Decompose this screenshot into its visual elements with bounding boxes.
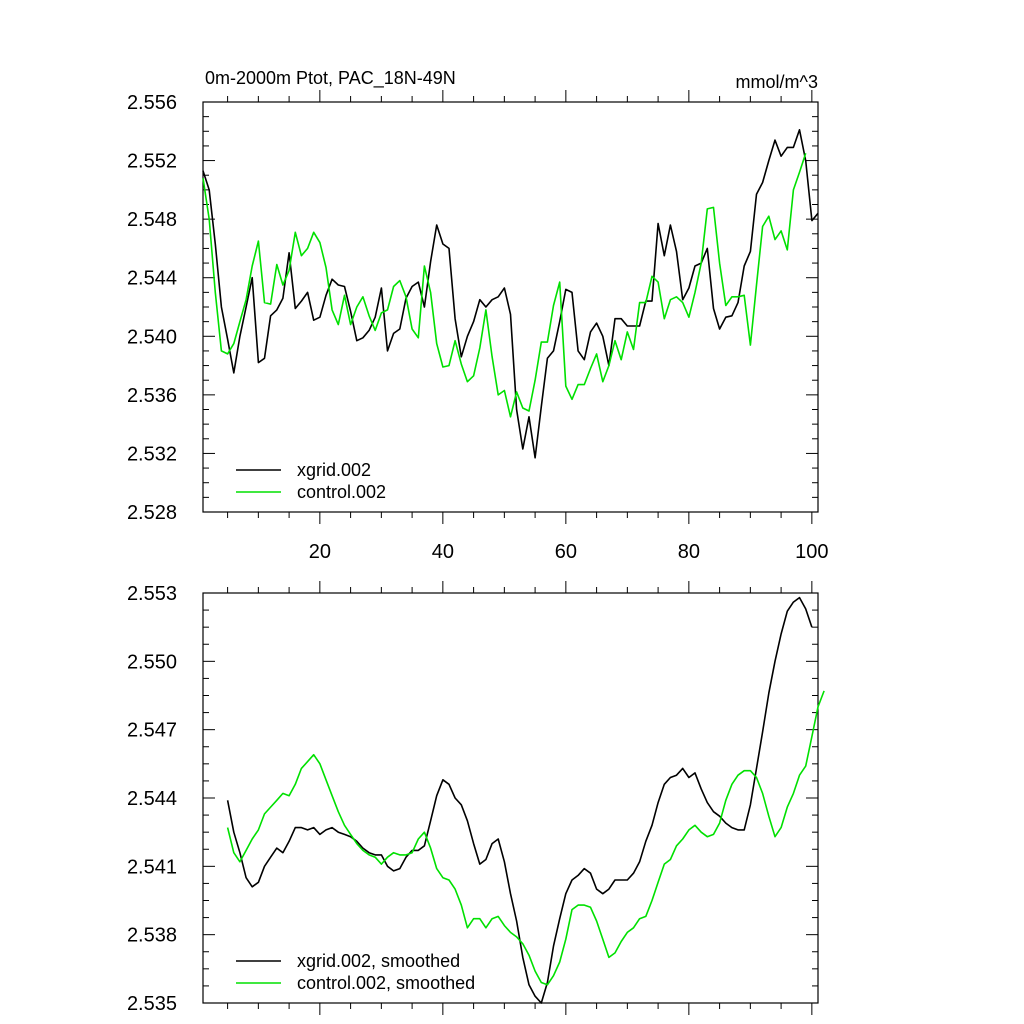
top-chart-units: mmol/m^3 [736,72,818,92]
top-series-line-xgrid [202,129,819,459]
top-y-tick-label: 2.552 [127,151,177,173]
top-x-tick-label: 40 [432,541,454,563]
top-y-tick-label: 2.556 [127,92,177,114]
bottom-y-tick-label: 2.538 [127,925,177,947]
top-x-tick-label: 60 [555,541,577,563]
bottom-legend-label-xgrid: xgrid.002, smoothed [297,951,460,971]
top-chart-title: 0m-2000m Ptot, PAC_18N-49N [205,68,456,89]
bottom-series-line-control [226,690,825,986]
top-y-tick-label: 2.528 [127,502,177,524]
top-y-tick-label: 2.544 [127,268,177,290]
top-series-line-control [202,152,807,418]
top-legend-label-xgrid: xgrid.002 [297,460,371,480]
bottom-y-tick-label: 2.535 [127,993,177,1015]
top-x-tick-label: 80 [678,541,700,563]
bottom-y-tick-label: 2.544 [127,788,177,810]
top-legend-label-control: control.002 [297,482,386,502]
bottom-legend-label-control: control.002, smoothed [297,973,475,993]
top-y-tick-label: 2.540 [127,326,177,348]
top-y-tick-label: 2.532 [127,443,177,465]
bottom-y-tick-label: 2.547 [127,720,177,742]
bottom-y-tick-label: 2.550 [127,651,177,673]
top-x-tick-label: 100 [795,541,828,563]
top-y-tick-label: 2.548 [127,209,177,231]
top-y-tick-label: 2.536 [127,385,177,407]
bottom-y-tick-label: 2.541 [127,856,177,878]
bottom-panel: 2.535 2.538 2.541 2.544 2.547 2.550 2.553 xgrid… [127,581,825,1015]
bottom-series-line-xgrid [226,596,813,1004]
bottom-y-tick-label: 2.553 [127,583,177,605]
top-x-tick-label: 20 [309,541,331,563]
top-panel: 0m-2000m Ptot, PAC_18N-49N mmol/m^3 2.52… [127,68,829,563]
bottom-plot-frame [202,592,819,1004]
